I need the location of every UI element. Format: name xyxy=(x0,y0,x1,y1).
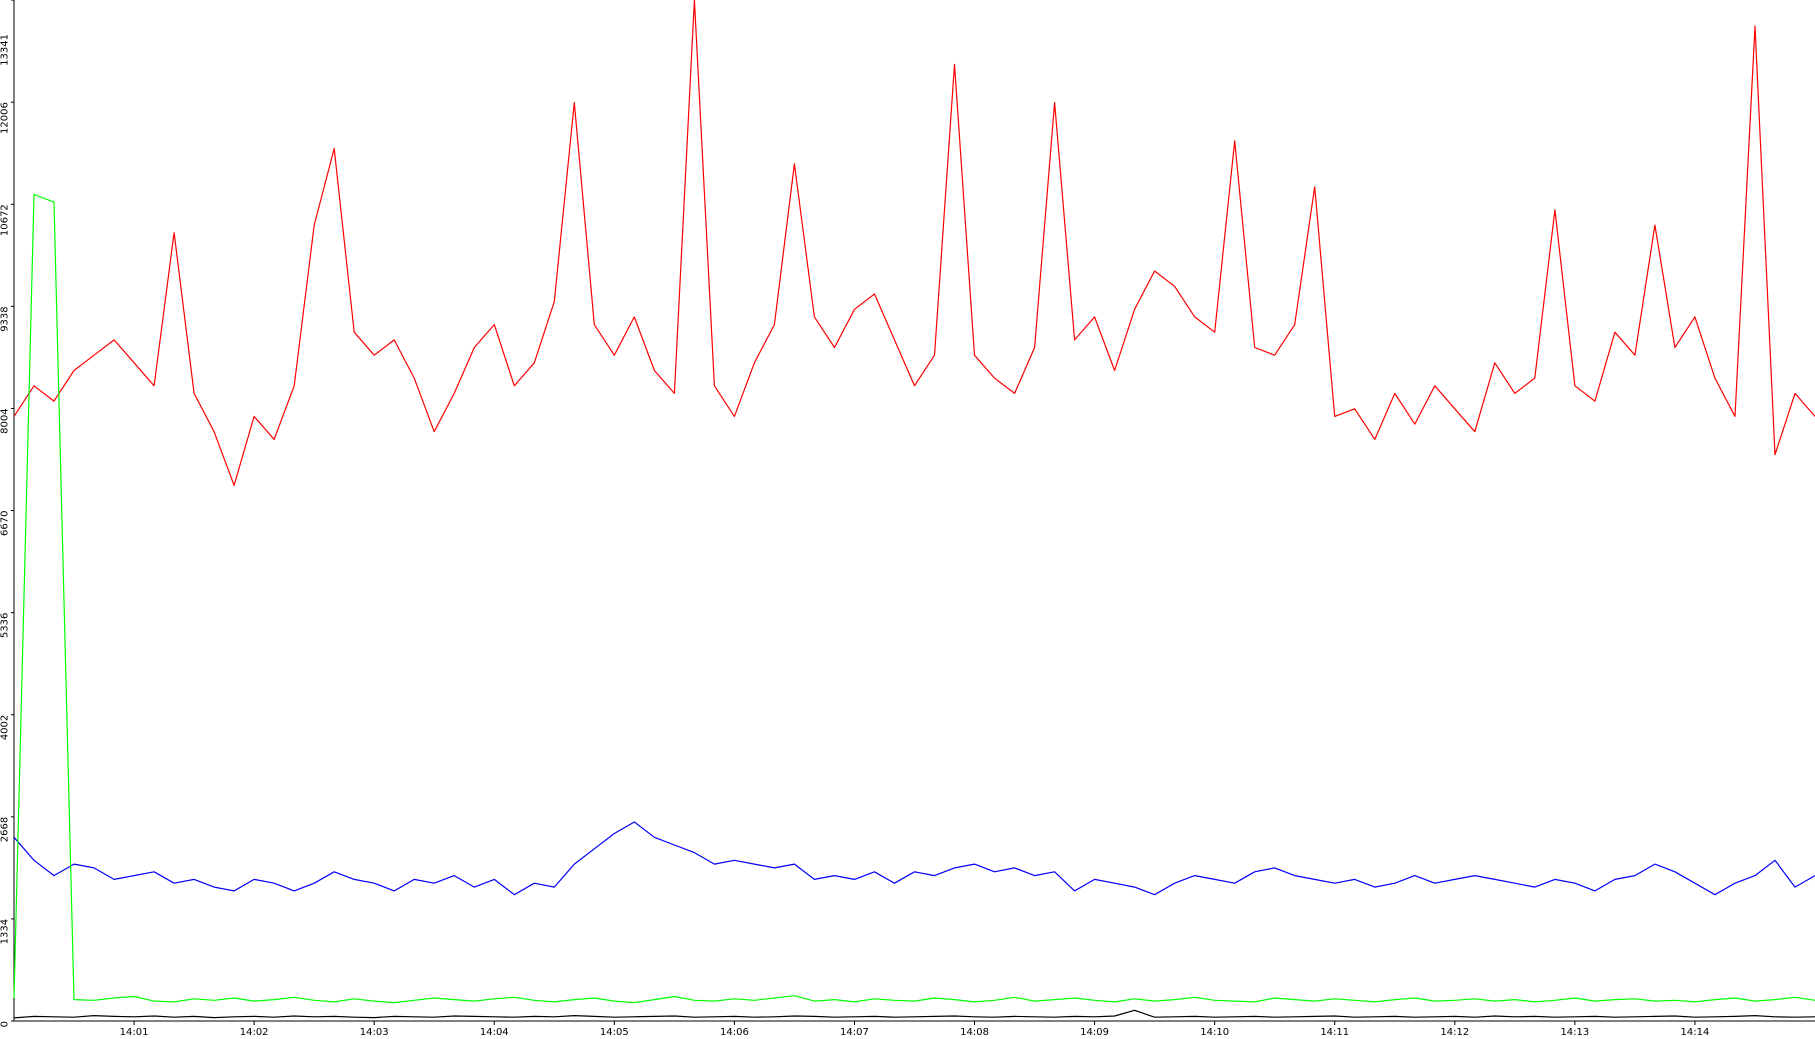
series-line xyxy=(13,1009,1815,1019)
x-tick-label: 14:04 xyxy=(480,1027,509,1038)
y-tick-label: 4002 xyxy=(0,715,10,740)
y-tick-label: 2668 xyxy=(0,817,10,842)
y-tick-label: 1334 xyxy=(0,919,10,944)
x-tick-label: 14:12 xyxy=(1440,1027,1469,1038)
x-tick-label: 14:10 xyxy=(1200,1027,1229,1038)
x-tick-label: 14:07 xyxy=(840,1027,869,1038)
x-tick-label: 14:02 xyxy=(240,1027,269,1038)
series-line xyxy=(13,0,1815,486)
x-tick-label: 14:05 xyxy=(600,1027,629,1038)
series-line xyxy=(13,821,1815,896)
y-tick-label: 10672 xyxy=(0,204,10,236)
x-tick-label: 14:03 xyxy=(360,1027,389,1038)
x-tick-label: 14:13 xyxy=(1560,1027,1589,1038)
y-tick-label: 9338 xyxy=(0,306,10,331)
x-tick-label: 14:14 xyxy=(1681,1027,1710,1038)
x-tick-label: 14:01 xyxy=(120,1027,149,1038)
x-tick-label: 14:11 xyxy=(1320,1027,1349,1038)
y-tick-label: 8004 xyxy=(0,408,10,433)
series-line xyxy=(13,193,1815,1004)
y-tick-label: 13341 xyxy=(0,34,10,66)
x-tick-label: 14:06 xyxy=(720,1027,749,1038)
x-tick-label: 14:08 xyxy=(960,1027,989,1038)
x-tick-label: 14:09 xyxy=(1080,1027,1109,1038)
y-tick-label: 6670 xyxy=(0,511,10,536)
y-tick-label: 5336 xyxy=(0,613,10,638)
y-tick-label: 0 xyxy=(0,1021,10,1027)
y-tick-label: 12006 xyxy=(0,102,10,134)
